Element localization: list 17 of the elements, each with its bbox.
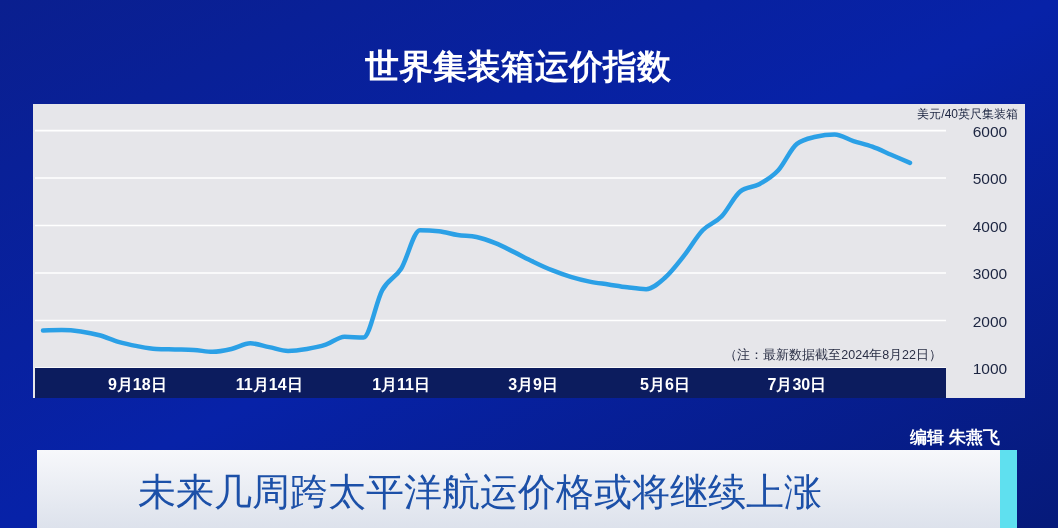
- x-tick-label: 9月18日: [107, 376, 167, 393]
- x-tick-label: 3月9日: [508, 376, 558, 393]
- y-tick-label: 1000: [972, 360, 1008, 377]
- x-tick-label: 7月30日: [767, 376, 827, 393]
- y-axis-title: 美元/40英尺集装箱: [917, 107, 1018, 121]
- y-tick-label: 2000: [972, 312, 1008, 330]
- annotation: （注：最新数据截至2024年8月22日）: [724, 348, 942, 362]
- x-tick-label: 1月11日: [372, 376, 431, 393]
- text: 编辑 朱燕飞: [909, 428, 1000, 447]
- y-tick-label: 5000: [972, 170, 1008, 188]
- x-tick-label: 11月14日: [235, 376, 303, 393]
- text: 未来几周跨太平洋航运价格或将继续上涨: [138, 471, 822, 513]
- x-tick-label: 5月6日: [640, 376, 690, 393]
- chart-title: 世界集装箱运价指数: [364, 47, 672, 85]
- y-tick-label: 6000: [972, 122, 1008, 140]
- y-tick-label: 3000: [972, 265, 1008, 283]
- y-tick-label: 4000: [972, 217, 1008, 235]
